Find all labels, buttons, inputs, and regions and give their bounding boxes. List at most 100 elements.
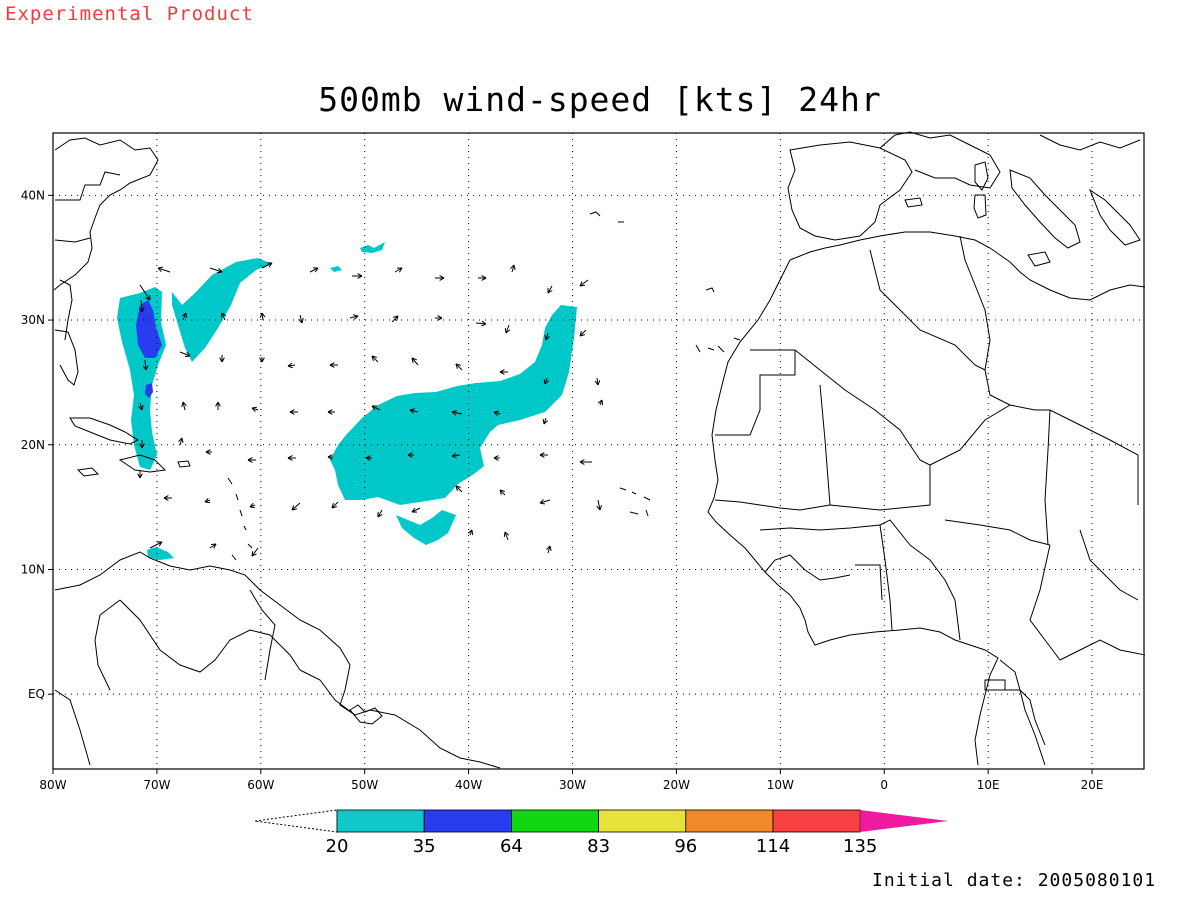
lon-tick-label: 70W	[143, 778, 170, 792]
lon-tick-label: 40W	[455, 778, 482, 792]
colorbar-lower-triangle	[254, 809, 338, 833]
wind-vector	[493, 455, 500, 461]
wind-vector	[179, 351, 191, 358]
wind-vector	[391, 315, 399, 323]
colorbar-segment	[772, 809, 861, 833]
wind-vector	[138, 299, 145, 313]
wind-vector	[137, 470, 143, 479]
wind-vector	[298, 314, 304, 324]
initial-date-label: Initial date: 2005080101	[872, 870, 1157, 891]
wind-vector	[542, 417, 549, 425]
colorbar-label: 96	[674, 836, 697, 857]
wind-vector	[157, 266, 171, 273]
wind-vector	[499, 369, 508, 375]
wind-vector	[204, 497, 211, 504]
wind-vector	[261, 262, 273, 269]
lon-tick-label: 10E	[977, 778, 1000, 792]
wind-vector	[219, 355, 225, 363]
wind-vector	[249, 502, 256, 509]
colorbar-label: 135	[843, 836, 877, 857]
wind-vector	[579, 329, 587, 337]
wind-vector	[291, 502, 301, 511]
colorbar-label: 83	[587, 836, 610, 857]
colorbar-label: 35	[413, 836, 436, 857]
wind-vector	[411, 357, 419, 366]
wind-vector	[209, 543, 217, 549]
coastlines	[53, 131, 1146, 769]
lon-tick-label: 50W	[351, 778, 378, 792]
wind-vector	[411, 507, 421, 513]
wind-vector	[215, 401, 221, 410]
wind-shading-20kt	[117, 242, 577, 560]
wind-vector	[543, 377, 550, 385]
lon-tick-label: 20E	[1081, 778, 1104, 792]
wind-vector	[365, 455, 372, 461]
wind-vector	[597, 399, 604, 406]
colorbar-segment	[423, 809, 512, 833]
wind-vectors	[137, 262, 604, 557]
wind-vector	[503, 531, 510, 541]
wind-vector	[331, 501, 339, 509]
wind-vector	[435, 275, 445, 281]
lat-tick-label: EQ	[28, 687, 45, 701]
wind-vector	[327, 454, 333, 460]
wind-shading-35kt	[136, 300, 162, 398]
lon-tick-label: 30W	[559, 778, 586, 792]
wind-vector	[455, 363, 463, 371]
wind-vector	[478, 275, 487, 281]
lon-tick-label: 10W	[767, 778, 794, 792]
colorbar-upper-triangle	[860, 810, 949, 832]
wind-vector	[352, 273, 363, 279]
wind-vector	[205, 449, 212, 455]
wind-vector	[247, 457, 256, 463]
wind-vector	[475, 320, 487, 327]
colorbar-segment	[336, 809, 425, 833]
wind-vector	[451, 410, 463, 416]
wind-vector	[539, 452, 548, 458]
wind-vector	[139, 284, 151, 301]
map-frame	[52, 132, 1145, 770]
lat-tick-label: 20N	[21, 438, 45, 452]
wind-vector	[544, 332, 550, 341]
wind-vector	[435, 315, 443, 321]
wind-vector	[547, 285, 553, 294]
wind-vector	[287, 455, 296, 461]
wind-vector	[493, 410, 501, 417]
wind-vector	[510, 264, 516, 273]
wind-vector	[149, 541, 163, 549]
wind-vector	[499, 489, 506, 496]
wind-vector	[467, 529, 474, 536]
wind-vector	[539, 499, 551, 505]
wind-vector	[178, 437, 184, 446]
wind-vector	[251, 406, 259, 413]
map-grid	[53, 133, 1144, 769]
colorbar-label: 20	[326, 836, 349, 857]
wind-vector	[289, 409, 298, 415]
lat-tick-label: 10N	[21, 562, 45, 576]
wind-vector	[309, 267, 319, 273]
colorbar: 20 35 64 83 96 114 135	[254, 809, 949, 857]
experimental-product-label: Experimental Product	[5, 3, 254, 25]
chart-title: 500mb wind-speed [kts] 24hr	[318, 80, 882, 119]
wind-vector	[181, 401, 187, 411]
lat-tick-label: 30N	[21, 313, 45, 327]
wind-vector	[451, 452, 461, 459]
wind-vector	[377, 509, 383, 518]
wind-vector	[579, 459, 592, 465]
wind-vector	[504, 324, 511, 334]
colorbar-label: 64	[500, 836, 523, 857]
colorbar-segment	[598, 809, 687, 833]
map-ticks: 80W 70W 60W 50W 40W 30W 20W 10W 0 10E 20E 40N 30N 20N…	[21, 188, 1104, 792]
lon-tick-label: 0	[880, 778, 888, 792]
wind-vector	[594, 377, 601, 386]
colorbar-segment	[510, 809, 599, 833]
wind-vector	[409, 408, 419, 414]
wind-vector	[349, 314, 359, 320]
wind-vector	[371, 405, 381, 411]
wind-vector	[394, 267, 403, 273]
lon-tick-label: 60W	[247, 778, 274, 792]
wind-vector	[259, 357, 265, 363]
wind-vector	[371, 355, 379, 363]
wind-vector	[287, 362, 296, 369]
colorbar-segment	[685, 809, 774, 833]
